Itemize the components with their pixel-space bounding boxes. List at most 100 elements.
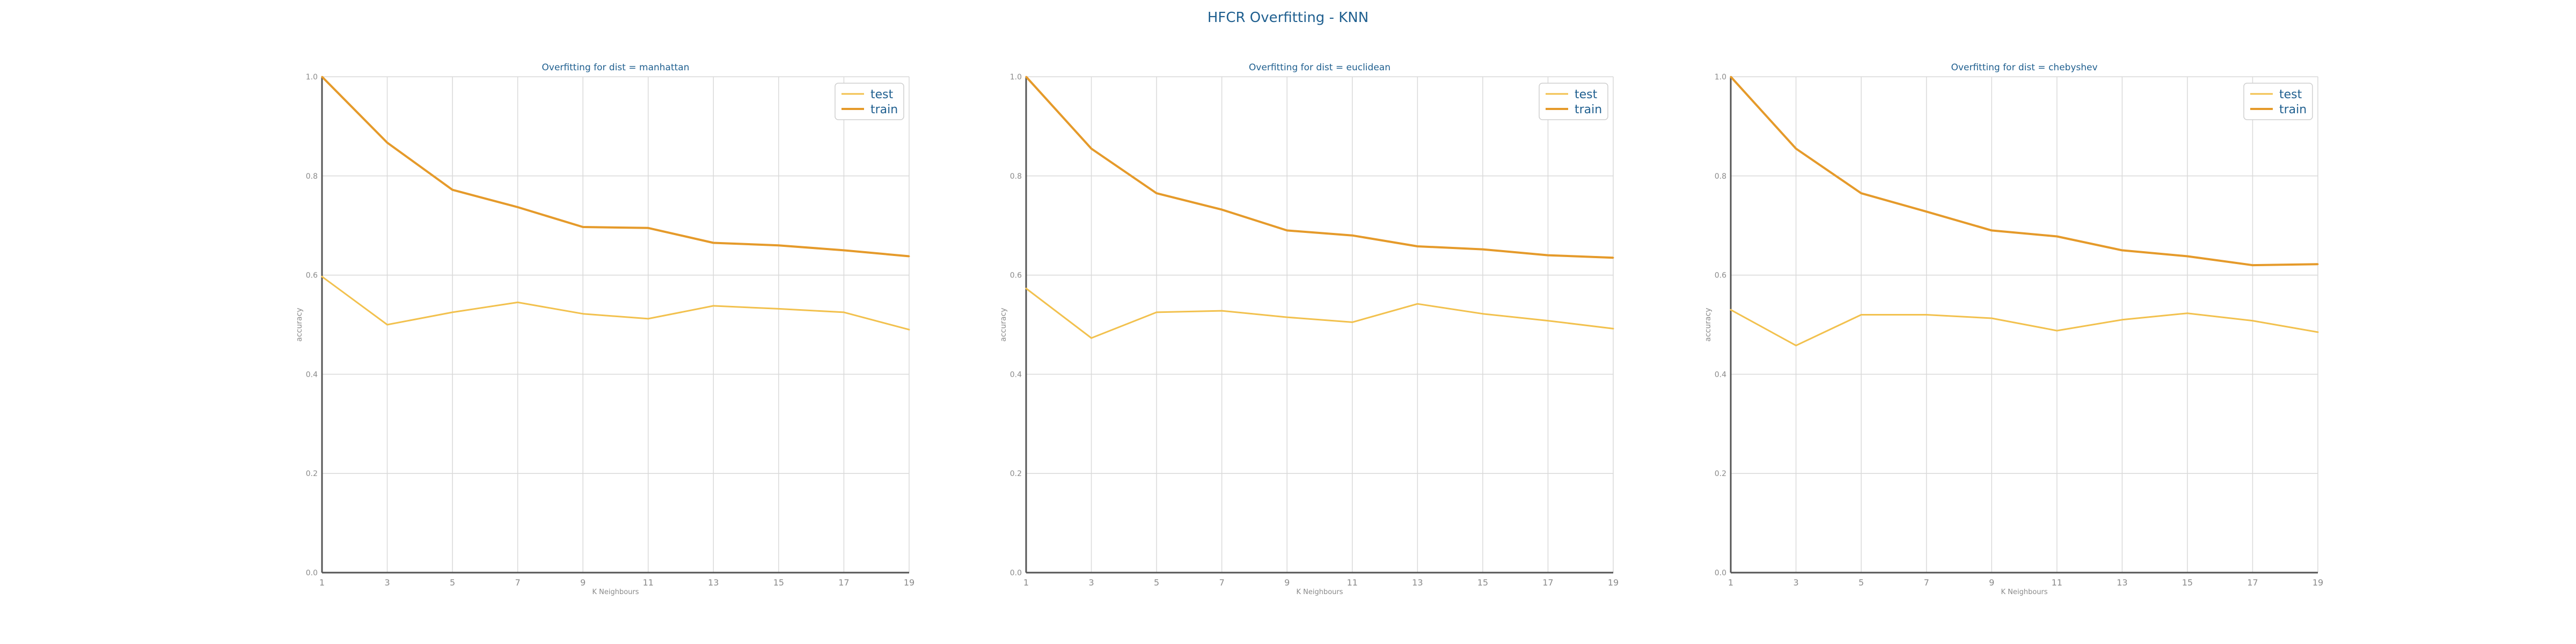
data-point-test (2251, 320, 2253, 322)
x-tick-label: 13 (708, 577, 719, 588)
data-point-train (517, 206, 519, 208)
legend-box (2243, 83, 2313, 120)
figure-title: HFCR Overfitting - KNN (1207, 10, 1369, 26)
data-point-test (1795, 345, 1797, 347)
data-point-train (1860, 192, 1862, 194)
data-point-test (1612, 327, 1614, 330)
legend-box (835, 83, 904, 120)
data-point-train (1025, 76, 1027, 78)
y-tick-label: 0.0 (1715, 569, 1726, 577)
y-tick-label: 0.4 (1010, 370, 1022, 379)
y-tick-label: 1.0 (1010, 73, 1022, 82)
data-point-train (778, 244, 780, 246)
data-point-train (1730, 76, 1732, 78)
x-tick-label: 3 (1793, 577, 1798, 588)
data-point-test (908, 328, 910, 331)
data-point-train (712, 242, 714, 244)
y-tick-label: 0.4 (1715, 370, 1726, 379)
data-point-test (843, 311, 845, 313)
x-tick-label: 1 (319, 577, 325, 588)
x-tick-label: 13 (1412, 577, 1423, 588)
data-point-train (2121, 249, 2123, 251)
data-point-train (451, 189, 453, 191)
y-tick-label: 0.2 (1715, 470, 1726, 478)
y-tick-label: 1.0 (306, 73, 318, 82)
data-point-train (386, 142, 389, 144)
legend-box (1539, 83, 1608, 120)
data-point-train (2186, 255, 2189, 257)
series-line-train (1025, 76, 1614, 259)
chart-panel-3: 1 3 5 7 9 11 13 15 17 190.00.20.40.60.81.0K Neigh… (1704, 62, 2323, 596)
data-point-train (1990, 229, 1993, 231)
x-tick-label: 9 (1989, 577, 1994, 588)
data-point-test (1351, 321, 1353, 323)
data-point-test (2186, 312, 2189, 314)
data-point-test (1730, 309, 1732, 311)
data-point-train (1286, 229, 1288, 231)
y-tick-label: 0.8 (1715, 172, 1726, 181)
data-point-train (1416, 245, 1418, 247)
y-tick-label: 0.8 (306, 172, 318, 181)
x-tick-label: 3 (384, 577, 390, 588)
data-point-test (1482, 313, 1484, 315)
data-point-train (582, 226, 584, 228)
y-tick-label: 0.2 (306, 470, 318, 478)
data-point-train (908, 255, 910, 257)
data-point-train (1155, 192, 1158, 194)
data-point-train (1926, 210, 1928, 213)
data-point-test (1025, 288, 1027, 290)
data-point-train (1612, 257, 1614, 259)
x-tick-label: 13 (2117, 577, 2127, 588)
x-tick-label: 15 (773, 577, 784, 588)
x-tick-label: 5 (450, 577, 455, 588)
y-tick-label: 0.6 (1715, 272, 1726, 280)
data-point-train (321, 76, 323, 78)
series-line-test (1730, 309, 2318, 347)
x-axis-label: K Neighbours (2001, 588, 2047, 596)
data-point-test (517, 301, 519, 303)
subplot-title: Overfitting for dist = euclidean (1249, 62, 1391, 73)
x-tick-label: 19 (1608, 577, 1619, 588)
data-point-train (647, 227, 649, 229)
data-point-test (1416, 303, 1418, 305)
series-line-test (321, 276, 910, 331)
x-tick-label: 17 (2247, 577, 2258, 588)
data-point-test (2121, 319, 2123, 321)
data-point-test (1155, 311, 1158, 313)
data-point-test (582, 313, 584, 315)
series-line-test (1026, 288, 1614, 339)
x-tick-label: 15 (2182, 577, 2193, 588)
x-tick-label: 1 (1728, 577, 1733, 588)
data-point-train (2056, 236, 2058, 238)
x-tick-label: 11 (1347, 577, 1358, 588)
x-tick-label: 17 (838, 577, 849, 588)
data-point-test (1547, 320, 1549, 322)
data-point-train (843, 249, 845, 251)
x-tick-label: 5 (1858, 577, 1864, 588)
data-point-train (1547, 254, 1549, 257)
data-point-test (1860, 314, 1862, 316)
legend-label-train: train (870, 103, 898, 116)
data-point-train (2317, 263, 2319, 265)
plot-area (321, 76, 910, 573)
chart-panel-1: 1 3 5 7 9 11 13 15 17 190.00.20.40.60.81.0K Neigh… (295, 62, 914, 596)
data-point-test (1990, 317, 1993, 319)
y-tick-label: 0.4 (306, 370, 318, 379)
x-tick-label: 11 (2052, 577, 2062, 588)
y-axis-label: accuracy (295, 308, 304, 341)
data-point-test (451, 311, 453, 313)
data-point-train (1795, 148, 1797, 150)
y-tick-label: 0.6 (1010, 272, 1022, 280)
data-point-test (386, 324, 389, 326)
data-point-test (2317, 331, 2319, 333)
x-tick-label: 7 (1924, 577, 1929, 588)
y-axis-label: accuracy (999, 308, 1008, 341)
y-tick-label: 0.0 (306, 569, 318, 577)
legend-label-test: test (1575, 88, 1598, 101)
x-axis-label: K Neighbours (592, 588, 639, 596)
data-point-train (1351, 235, 1353, 237)
y-tick-label: 0.6 (306, 272, 318, 280)
y-tick-label: 1.0 (1715, 73, 1726, 82)
x-axis-label: K Neighbours (1296, 588, 1343, 596)
